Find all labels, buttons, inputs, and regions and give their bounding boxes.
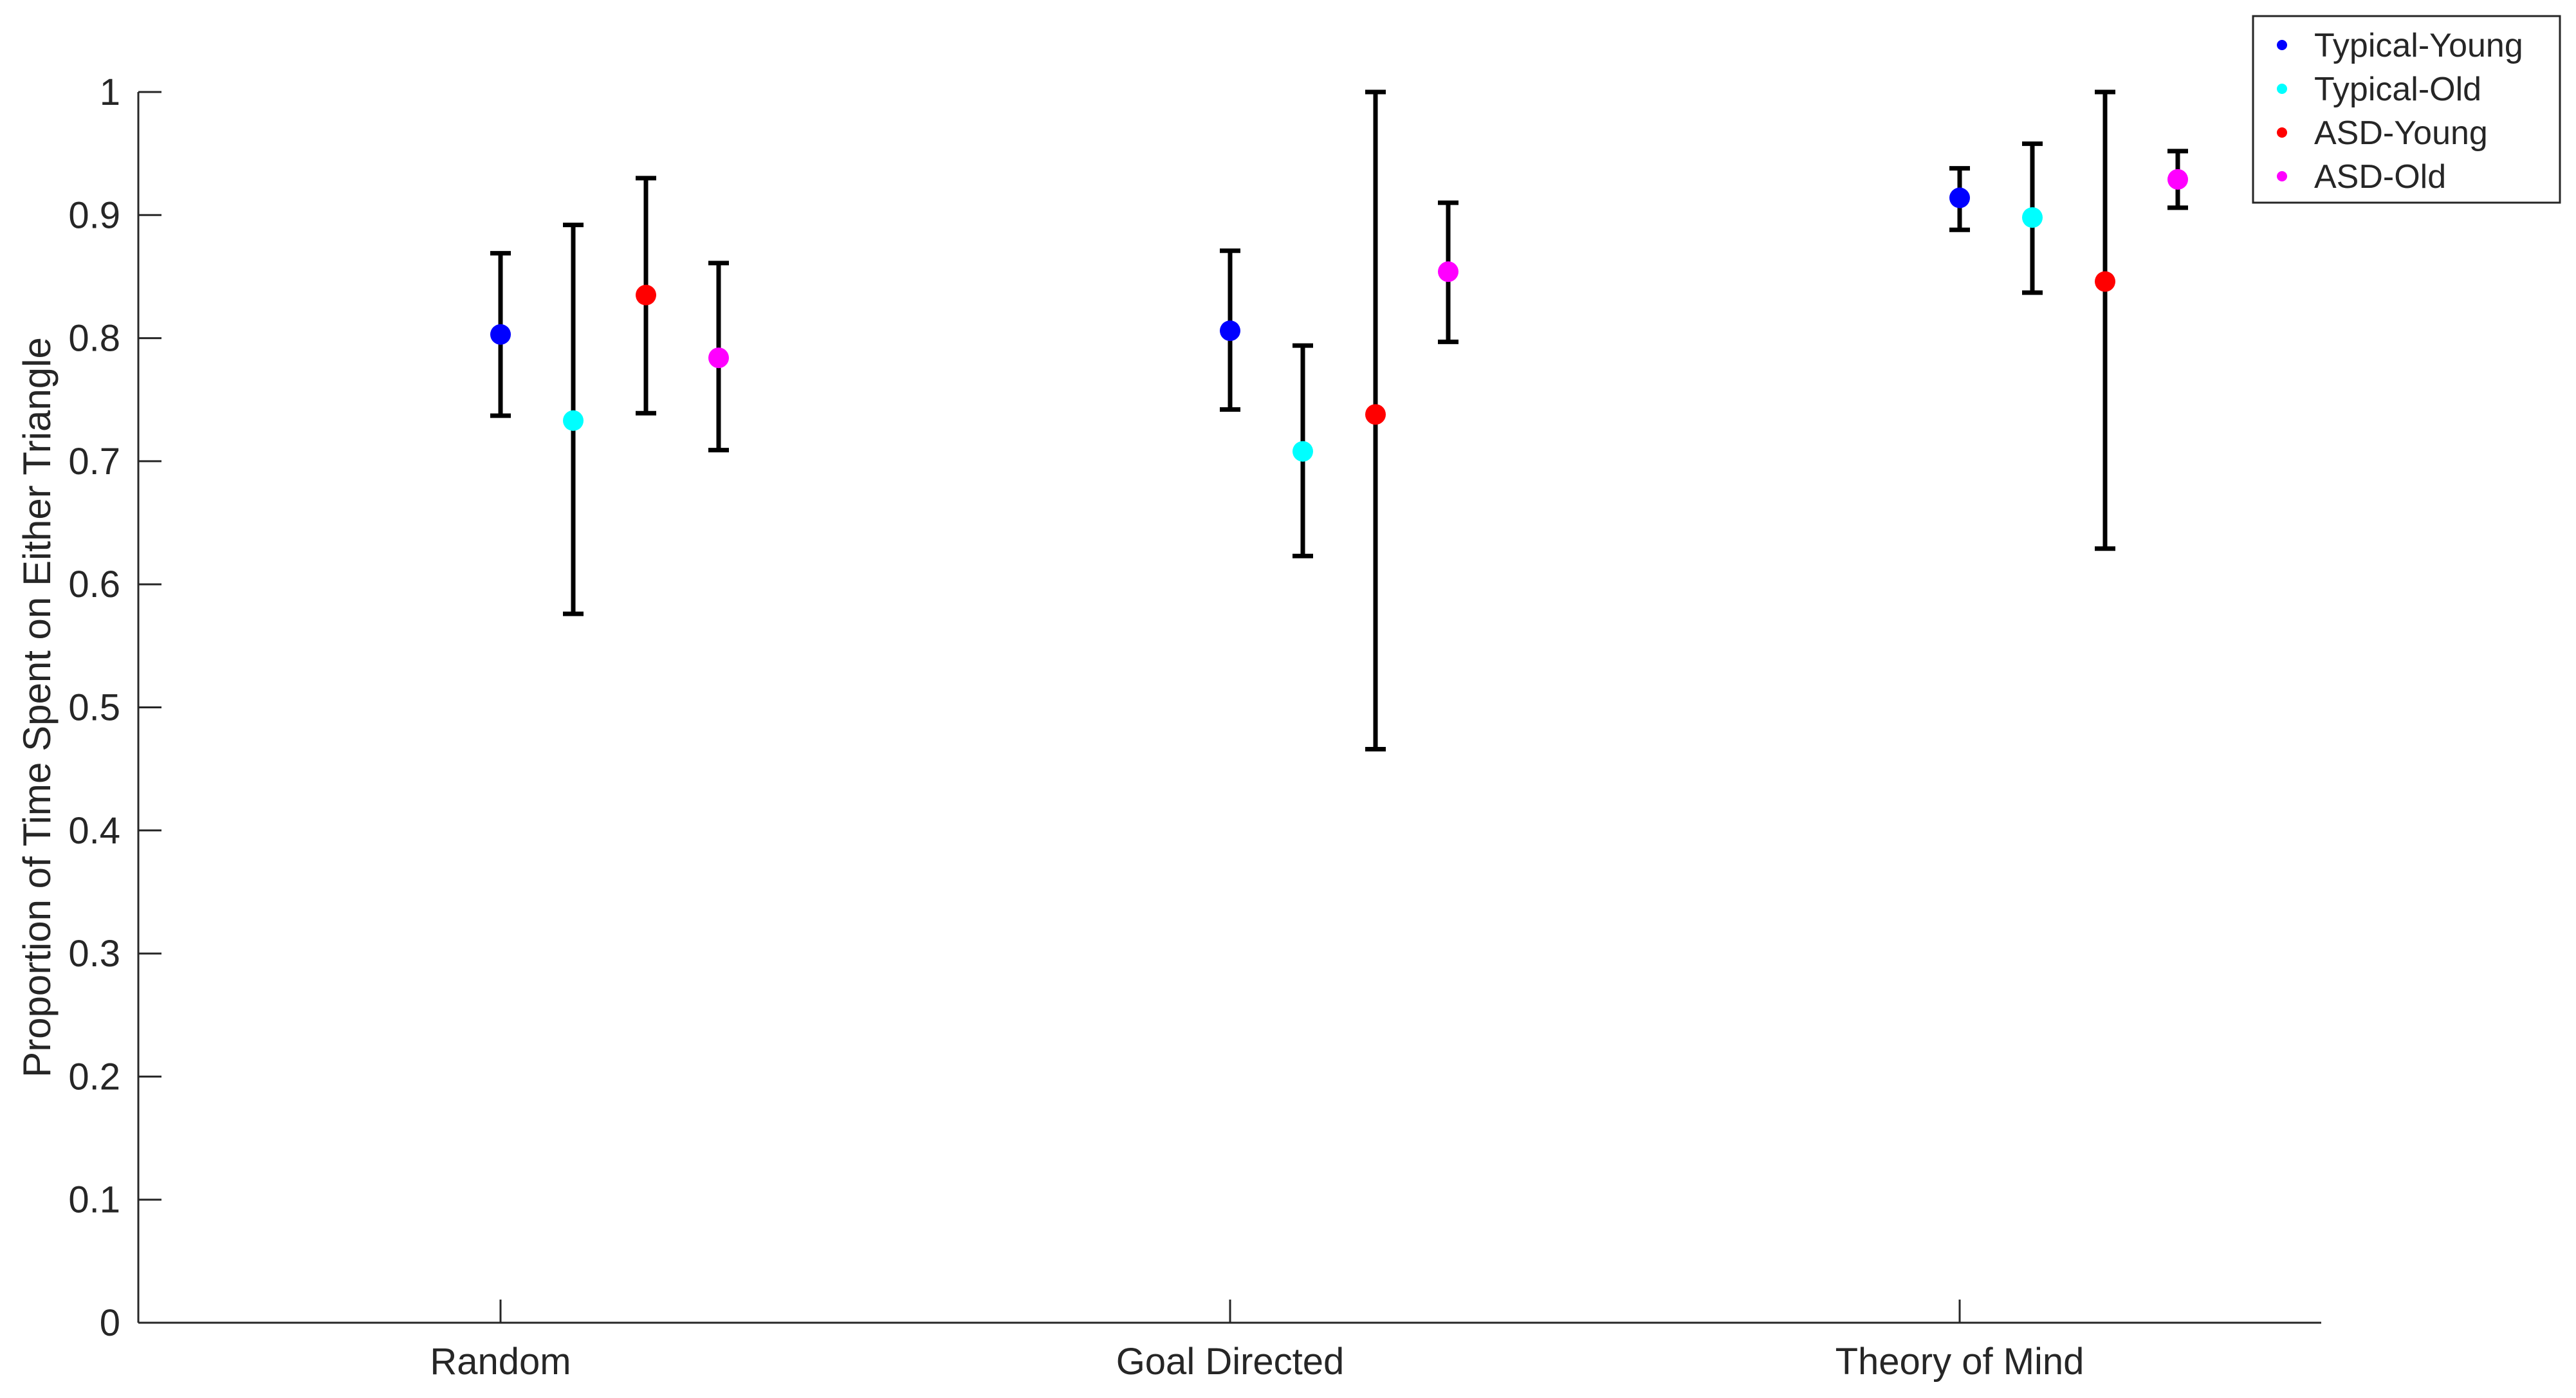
data-point (2167, 169, 2188, 190)
legend-marker (2277, 127, 2287, 138)
data-point (1949, 187, 1970, 208)
legend: Typical-Young Typical-Old ASD-Young ASD-Old (2252, 15, 2561, 204)
legend-label: ASD-Young (2314, 115, 2488, 152)
y-tick-label: 1 (100, 71, 120, 113)
legend-marker (2277, 40, 2287, 50)
legend-label: ASD-Old (2314, 158, 2446, 196)
y-tick-label: 0.3 (68, 933, 120, 975)
y-tick-label: 0.8 (68, 318, 120, 360)
legend-marker (2277, 171, 2287, 181)
plot-area (490, 89, 2188, 752)
y-tick-label: 0.4 (68, 810, 120, 852)
x-tick-label: Random (430, 1341, 571, 1383)
x-tick-label: Goal Directed (1116, 1341, 1345, 1383)
data-point (2022, 207, 2043, 228)
data-point (1365, 404, 1386, 425)
data-point (1293, 441, 1313, 462)
data-point (563, 410, 584, 431)
data-point (708, 347, 729, 369)
data-point (1220, 320, 1240, 342)
y-tick-label: 0.6 (68, 564, 120, 605)
y-tick-label: 0.2 (68, 1056, 120, 1098)
data-point (1438, 261, 1458, 282)
data-point (490, 324, 511, 345)
y-tick-label: 0.5 (68, 687, 120, 729)
legend-marker (2277, 84, 2287, 94)
y-tick-label: 0.1 (68, 1179, 120, 1221)
legend-label: Typical-Old (2314, 71, 2481, 108)
y-tick-label: 0 (100, 1302, 120, 1344)
legend-label: Typical-Young (2314, 27, 2523, 64)
legend-box (2252, 15, 2561, 204)
data-point (2095, 271, 2115, 292)
x-tick-label: Theory of Mind (1835, 1341, 2084, 1383)
axes: 0 0.1 0.2 0.3 0.4 0.5 0.6 0.7 0.8 0.9 1 Random Goal … (68, 71, 2321, 1383)
y-tick-label: 0.9 (68, 194, 120, 236)
y-axis-label: Proportion of Time Spent on Either Trian… (15, 337, 59, 1078)
data-point (636, 284, 656, 306)
y-tick-label: 0.7 (68, 441, 120, 483)
